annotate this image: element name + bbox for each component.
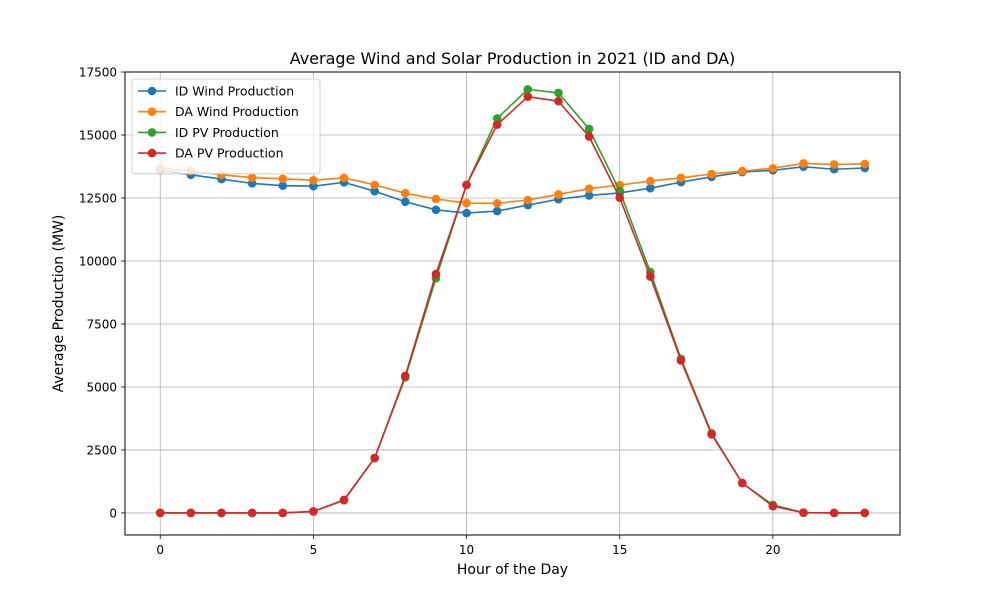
legend-item-da-pv-production: DA PV Production	[138, 146, 284, 161]
data-point-da-pv-production	[339, 495, 349, 505]
chart-title: Average Wind and Solar Production in 202…	[290, 49, 736, 68]
legend-label: ID PV Production	[175, 125, 279, 140]
data-point-da-pv-production	[554, 96, 563, 106]
y-tick-label: 2500	[86, 443, 117, 457]
data-point-da-pv-production	[676, 356, 686, 365]
data-point-da-pv-production	[309, 507, 318, 516]
data-point-id-pv-production	[523, 85, 533, 94]
legend-item-id-wind-production: ID Wind Production	[138, 84, 294, 99]
x-tick-label: 10	[459, 543, 474, 557]
data-point-id-wind-production	[646, 183, 655, 193]
data-point-id-wind-production	[278, 181, 288, 190]
data-point-da-wind-production	[584, 184, 594, 193]
legend-marker	[147, 148, 157, 158]
data-point-da-wind-production	[247, 173, 257, 182]
data-point-da-wind-production	[676, 173, 686, 183]
legend-label: DA PV Production	[175, 146, 284, 161]
x-tick-label: 0	[156, 543, 164, 557]
data-point-da-wind-production	[707, 169, 716, 179]
legend-label: ID Wind Production	[175, 84, 294, 99]
data-point-id-wind-production	[462, 208, 471, 218]
data-point-da-pv-production	[860, 508, 870, 518]
y-tick-label: 10000	[79, 254, 117, 268]
y-tick-label: 7500	[86, 317, 117, 331]
data-point-da-pv-production	[584, 132, 594, 141]
data-point-da-wind-production	[400, 188, 410, 198]
data-point-da-pv-production	[737, 478, 747, 488]
data-point-da-wind-production	[554, 190, 563, 199]
data-point-da-wind-production	[737, 166, 747, 176]
y-axis-label: Average Production (MW)	[51, 215, 67, 393]
x-axis-label: Hour of the Day	[457, 562, 568, 578]
data-point-da-wind-production	[492, 198, 502, 208]
data-point-id-wind-production	[584, 191, 594, 200]
series-line-id-wind-production	[160, 165, 865, 214]
data-point-id-wind-production	[370, 186, 379, 196]
y-tick-label: 0	[109, 506, 117, 520]
legend-marker	[147, 128, 157, 137]
series-line-da-wind-production	[160, 162, 865, 205]
y-tick-label: 12500	[79, 191, 117, 205]
data-point-da-wind-production	[829, 160, 839, 169]
y-tick-label: 15000	[79, 128, 117, 142]
data-point-da-pv-production	[278, 508, 288, 518]
data-point-id-pv-production	[554, 88, 563, 98]
data-point-da-wind-production	[278, 174, 288, 184]
series-layer	[155, 85, 870, 518]
data-point-da-pv-production	[707, 430, 716, 439]
data-point-da-wind-production	[431, 194, 441, 204]
tick-layer: 0 5 10 15 20 0 2500 5000 7500 10000 12500 15000 1750…	[79, 66, 781, 558]
series-da-pv-production	[155, 92, 870, 518]
legend-item-da-wind-production: DA Wind Production	[138, 104, 299, 119]
data-point-id-wind-production	[492, 206, 502, 216]
data-point-da-pv-production	[370, 453, 379, 463]
data-point-id-wind-production	[431, 205, 441, 215]
data-point-id-pv-production	[492, 114, 502, 123]
data-point-da-pv-production	[768, 501, 778, 511]
y-tick-label: 17500	[79, 66, 117, 80]
legend-label: DA Wind Production	[175, 104, 299, 119]
legend-marker	[147, 107, 157, 116]
plot-frame	[124, 71, 901, 536]
data-point-da-pv-production	[492, 120, 502, 129]
y-tick-label: 5000	[86, 380, 117, 394]
data-point-da-wind-production	[309, 176, 318, 185]
data-point-da-pv-production	[186, 508, 196, 518]
grid-layer	[125, 71, 900, 535]
data-point-da-wind-production	[768, 163, 778, 173]
series-line-da-pv-production	[160, 95, 865, 514]
data-point-da-pv-production	[523, 92, 533, 101]
legend: ID Wind Production DA Wind Production ID P…	[131, 78, 321, 175]
data-point-da-pv-production	[829, 508, 839, 518]
data-point-id-wind-production	[400, 197, 410, 207]
data-point-da-wind-production	[462, 198, 471, 208]
data-point-da-wind-production	[646, 176, 655, 186]
data-point-da-pv-production	[646, 272, 655, 281]
data-point-da-pv-production	[431, 269, 441, 279]
legend-marker	[147, 86, 157, 96]
legend-item-id-pv-production: ID PV Production	[138, 125, 279, 140]
data-point-da-pv-production	[462, 180, 471, 190]
data-point-da-pv-production	[155, 508, 165, 518]
data-point-da-pv-production	[247, 508, 257, 518]
x-tick-label: 20	[765, 543, 780, 557]
data-point-da-wind-production	[523, 195, 533, 205]
data-point-da-pv-production	[400, 371, 410, 381]
data-point-da-pv-production	[217, 508, 226, 518]
data-point-da-wind-production	[370, 180, 379, 190]
data-point-id-pv-production	[584, 124, 594, 134]
data-point-da-wind-production	[339, 173, 349, 183]
x-tick-label: 15	[612, 543, 627, 557]
data-point-da-pv-production	[615, 193, 625, 203]
x-tick-label: 5	[310, 543, 318, 557]
data-point-da-wind-production	[860, 159, 870, 169]
data-point-da-pv-production	[799, 508, 808, 518]
data-point-da-wind-production	[799, 159, 808, 168]
legend-box	[131, 78, 321, 175]
